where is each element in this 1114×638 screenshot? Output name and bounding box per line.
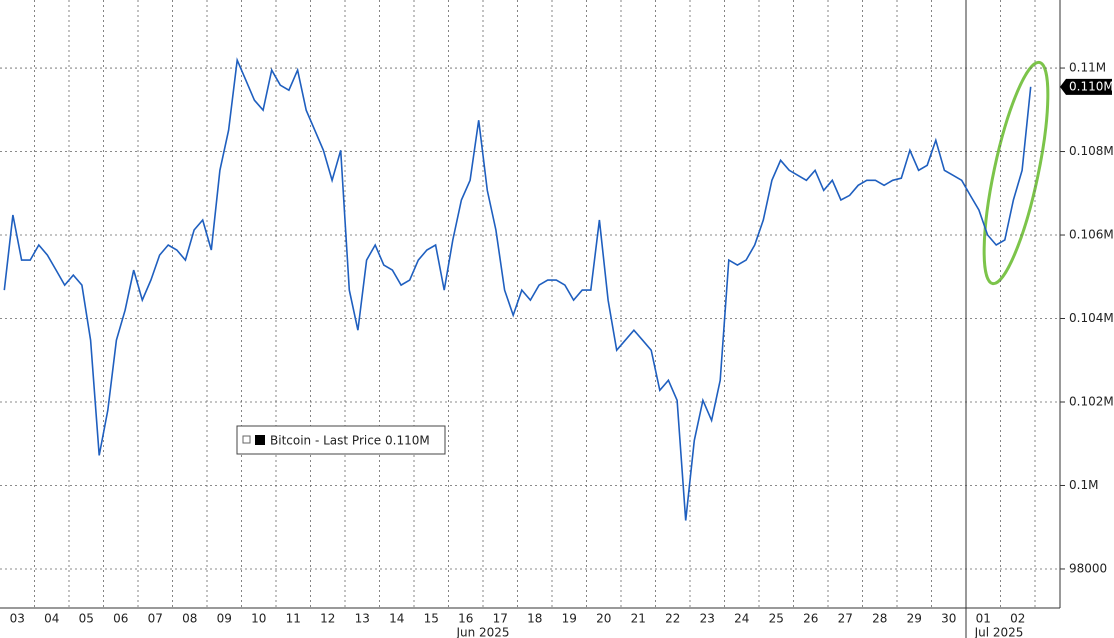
x-tick-label: 30 <box>941 612 956 626</box>
y-tick-label: 0.1M <box>1069 478 1098 492</box>
y-tick-label: 0.102M <box>1069 394 1114 408</box>
legend-toggle <box>242 435 251 444</box>
price-line <box>3 57 1032 521</box>
x-tick-label: 27 <box>838 612 853 626</box>
last-price-tag <box>1060 78 1112 95</box>
month-label: Jul 2025 <box>974 626 1024 638</box>
x-tick-label: 01 <box>976 612 991 626</box>
x-tick-label: 28 <box>872 612 887 626</box>
x-tick-label: 06 <box>113 612 128 626</box>
x-tick-label: 07 <box>148 612 163 626</box>
x-tick-label: 24 <box>734 612 749 626</box>
x-tick-label: 12 <box>320 612 335 626</box>
x-tick-label: 25 <box>769 612 784 626</box>
x-tick-label: 10 <box>251 612 266 626</box>
legend-label: Bitcoin - Last Price 0.110M <box>270 434 430 448</box>
legend-box <box>236 425 446 455</box>
x-tick-label: 19 <box>562 612 577 626</box>
y-tick-label: 98000 <box>1069 561 1107 575</box>
x-tick-label: 14 <box>389 612 404 626</box>
x-tick-label: 21 <box>631 612 646 626</box>
x-tick-label: 04 <box>44 612 59 626</box>
month-label: Jun 2025 <box>455 626 509 638</box>
x-tick-label: 05 <box>79 612 94 626</box>
x-tick-label: 29 <box>907 612 922 626</box>
x-tick-label: 17 <box>493 612 508 626</box>
y-tick-label: 0.106M <box>1069 228 1114 242</box>
x-tick-label: 03 <box>10 612 25 626</box>
x-tick-label: 16 <box>458 612 473 626</box>
y-tick-label: 0.108M <box>1069 144 1114 158</box>
x-tick-label: 26 <box>803 612 818 626</box>
highlight-ellipse <box>982 60 1050 286</box>
legend-swatch <box>255 435 265 445</box>
x-tick-label: 11 <box>286 612 301 626</box>
x-tick-label: 20 <box>596 612 611 626</box>
last-price-label: 0.110M <box>1069 79 1114 93</box>
x-tick-label: 18 <box>527 612 542 626</box>
x-tick-label: 23 <box>700 612 715 626</box>
y-tick-label: 0.11M <box>1069 61 1106 75</box>
x-tick-label: 08 <box>182 612 197 626</box>
legend: Bitcoin - Last Price 0.110M <box>236 425 446 455</box>
y-tick-label: 0.104M <box>1069 311 1114 325</box>
x-tick-label: 22 <box>665 612 680 626</box>
x-tick-label: 15 <box>424 612 439 626</box>
x-tick-label: 02 <box>1010 612 1025 626</box>
x-tick-label: 13 <box>355 612 370 626</box>
x-tick-label: 09 <box>217 612 232 626</box>
